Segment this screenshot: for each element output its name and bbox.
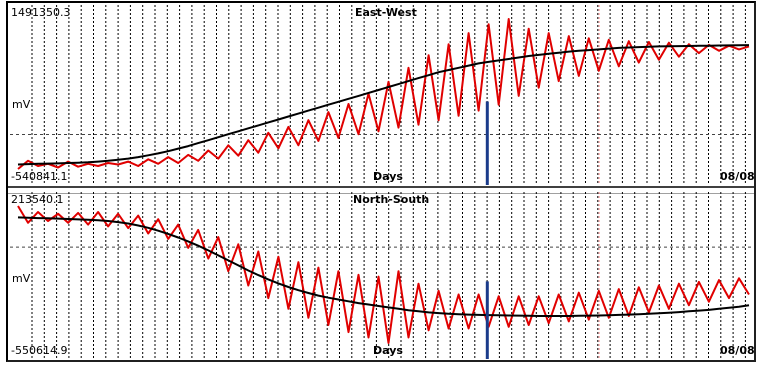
ns-ymin-label: -550614.9 — [11, 344, 68, 357]
north-south-plot — [10, 192, 753, 359]
ew-trend-line — [17, 44, 750, 166]
panel-separator — [8, 186, 754, 194]
ew-ymin-label: -540841.1 — [11, 170, 68, 183]
east-west-panel: 1491350.3 East-West mV -540841.1 Days 08… — [10, 5, 755, 185]
ew-date-label: 08/08 — [720, 170, 755, 183]
ns-ylabel: mV — [12, 272, 31, 285]
ew-xlabel: Days — [373, 170, 403, 183]
ns-trend-line — [17, 216, 750, 317]
ew-ylabel: mV — [12, 98, 31, 111]
ns-xlabel: Days — [373, 344, 403, 357]
ns-signal-line — [17, 205, 750, 344]
ns-title: North-South — [353, 193, 430, 206]
ew-ymax-label: 1491350.3 — [11, 6, 71, 19]
ew-signal-line — [17, 18, 750, 170]
east-west-plot — [10, 5, 753, 185]
ew-title: East-West — [355, 6, 417, 19]
chart-frame: 1491350.3 East-West mV -540841.1 Days 08… — [6, 1, 756, 362]
north-south-panel: 213540.1 North-South mV -550614.9 Days 0… — [10, 192, 755, 359]
ns-ymax-label: 213540.1 — [11, 193, 64, 206]
ns-date-label: 08/08 — [720, 344, 755, 357]
